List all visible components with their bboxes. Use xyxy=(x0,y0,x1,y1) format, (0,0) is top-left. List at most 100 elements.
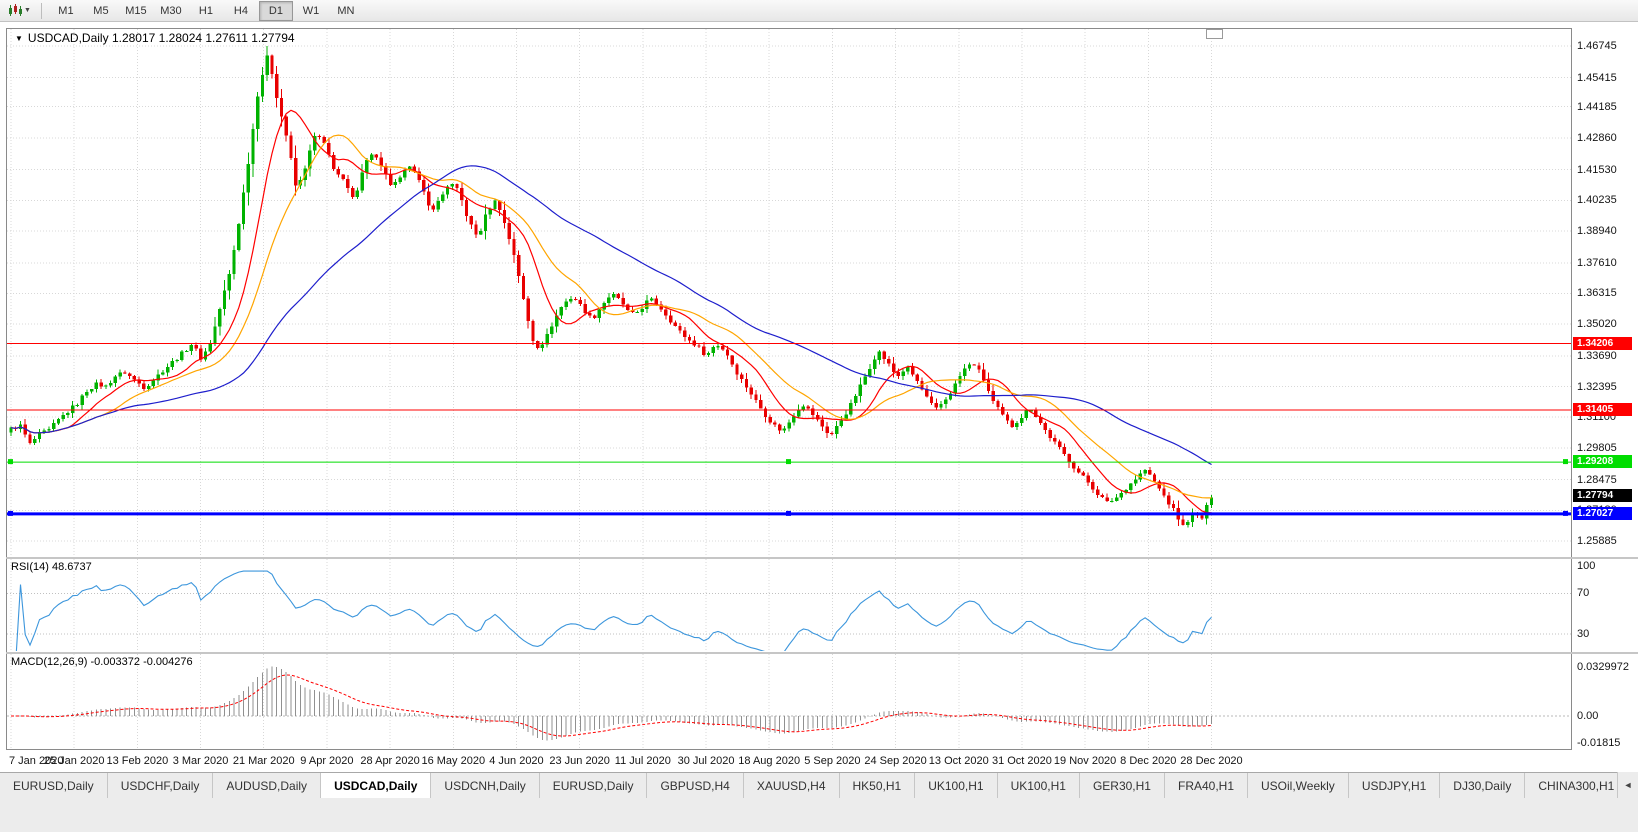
timeframe-button-group: M1 M5 M15 M30 H1 H4 D1 W1 MN xyxy=(49,0,363,21)
chart-tab[interactable]: UK100,H1 xyxy=(915,773,998,798)
price-axis-label: 1.32395 xyxy=(1577,380,1617,393)
horizontal-level-line[interactable] xyxy=(7,459,1571,465)
price-axis-label: 1.33690 xyxy=(1577,349,1617,362)
chart-tab[interactable]: USDCHF,Daily xyxy=(107,773,214,798)
chart-tab[interactable]: AUDUSD,Daily xyxy=(213,773,322,798)
chart-tab[interactable]: GER30,H1 xyxy=(1079,773,1165,798)
chart-tab[interactable]: XAUUSD,H4 xyxy=(743,773,840,798)
price-axis-label: 1.25885 xyxy=(1577,534,1617,547)
price-axis-label: 1.40235 xyxy=(1577,194,1617,207)
price-axis-label: 1.36315 xyxy=(1577,287,1617,300)
chart-symbol: USDCAD,Daily xyxy=(27,31,109,45)
chart-tab[interactable]: DJ30,Daily xyxy=(1440,773,1526,798)
date-axis-label: 28 Dec 2020 xyxy=(1180,755,1243,767)
macd-axis-label: 0.00 xyxy=(1577,710,1599,722)
price-axis-label: 1.41530 xyxy=(1577,163,1617,176)
price-axis-label: 1.37610 xyxy=(1577,256,1617,269)
price-axis-label: 1.35020 xyxy=(1577,318,1617,331)
current-price-tag: 1.27794 xyxy=(1573,488,1632,502)
timeframe-button-m5[interactable]: M5 xyxy=(93,4,109,17)
rsi-line xyxy=(15,570,1212,651)
chart-tab[interactable]: EURUSD,Daily xyxy=(539,773,648,798)
chart-tab[interactable]: USDJPY,H1 xyxy=(1348,773,1441,798)
date-axis-label: 8 Dec 2020 xyxy=(1120,755,1177,767)
pane-splitter[interactable] xyxy=(6,652,1638,654)
macd-indicator-pane[interactable] xyxy=(7,654,1571,750)
candlestick-chart-icon xyxy=(9,4,22,16)
toolbar-separator xyxy=(40,2,42,19)
price-axis-label: 1.29805 xyxy=(1577,441,1617,454)
grid-layer xyxy=(7,29,1571,557)
chart-ohlc-values: 1.28017 1.28024 1.27611 1.27794 xyxy=(111,31,295,45)
rsi-label: RSI(14) 48.6737 xyxy=(11,561,92,573)
date-axis-label: 30 Jul 2020 xyxy=(677,755,735,767)
price-axis-label: 1.45415 xyxy=(1577,71,1617,84)
date-axis-label: 21 Mar 2020 xyxy=(232,755,295,767)
chart-tabs-bar: EURUSD,Daily USDCHF,Daily AUDUSD,Daily USDC… xyxy=(0,772,1638,798)
date-axis-label: 13 Feb 2020 xyxy=(106,755,169,767)
chart-tab[interactable]: FRA40,H1 xyxy=(1164,773,1249,798)
chart-shift-marker xyxy=(1206,29,1223,39)
level-price-tag: 1.29208 xyxy=(1573,455,1632,469)
pane-splitter[interactable] xyxy=(6,557,1638,559)
date-axis-label: 18 Aug 2020 xyxy=(738,755,801,767)
tab-scroll-left-icon[interactable]: ◄ xyxy=(1617,772,1638,798)
date-axis-label: 5 Sep 2020 xyxy=(804,755,861,767)
date-axis-label: 25 Jan 2020 xyxy=(43,755,105,767)
chart-tab[interactable]: GBPUSD,H4 xyxy=(647,773,744,798)
chart-tab[interactable]: UK100,H1 xyxy=(997,773,1080,798)
level-price-tag: 1.31405 xyxy=(1573,402,1632,416)
chart-tab[interactable]: USOil,Weekly xyxy=(1248,773,1349,798)
price-axis-label: 1.38940 xyxy=(1577,225,1617,238)
bottom-strip xyxy=(0,798,1638,832)
date-axis-label: 3 Mar 2020 xyxy=(172,755,229,767)
chevron-down-icon: ▼ xyxy=(24,7,31,14)
horizontal-level-line[interactable] xyxy=(7,510,1571,516)
date-axis-label: 9 Apr 2020 xyxy=(300,755,354,767)
chart-tab[interactable]: USDCAD,Daily xyxy=(321,773,432,798)
price-axis-label: 1.42860 xyxy=(1577,132,1617,145)
price-chart[interactable] xyxy=(7,29,1571,557)
date-axis-label: 16 May 2020 xyxy=(421,755,486,767)
price-axis-label: 1.28475 xyxy=(1577,473,1617,486)
level-price-tag: 1.34206 xyxy=(1573,336,1632,350)
timeframe-button-m1[interactable]: M1 xyxy=(58,4,74,17)
rsi-axis-label: 30 xyxy=(1577,627,1590,640)
date-axis-label: 28 Apr 2020 xyxy=(360,755,420,767)
date-axis-label: 19 Nov 2020 xyxy=(1053,755,1117,767)
toolbar: ▼ M1 M5 M15 M30 H1 H4 D1 W1 MN xyxy=(0,0,1638,22)
price-axis: 1.46745 1.45415 1.44185 1.42860 1.41530 1.402… xyxy=(1572,0,1638,832)
timeframe-button-m30[interactable]: M30 xyxy=(160,4,182,17)
timeframe-button-d1[interactable]: D1 xyxy=(258,0,293,21)
chart-tab[interactable]: EURUSD,Daily xyxy=(0,773,108,798)
ma-line-10 xyxy=(10,109,1212,514)
timeframe-button-m15[interactable]: M15 xyxy=(125,4,147,17)
date-axis-label: 24 Sep 2020 xyxy=(864,755,927,767)
timeframe-button-h4[interactable]: H4 xyxy=(233,4,248,17)
rsi-grid xyxy=(7,559,1571,651)
chart-tab[interactable]: CHINA300,H1 xyxy=(1525,773,1629,798)
level-price-tag: 1.27027 xyxy=(1573,506,1632,520)
candles-layer xyxy=(9,45,1214,528)
macd-grid xyxy=(7,654,1571,750)
date-axis-label: 7 Jan 2020 xyxy=(9,755,64,767)
chart-frame xyxy=(6,28,1572,750)
chart-type-button[interactable]: ▼ xyxy=(5,2,34,20)
macd-axis-label: -0.01815 xyxy=(1577,737,1621,750)
ma-line-20 xyxy=(10,134,1212,499)
macd-histogram xyxy=(15,666,1212,741)
timeframe-button-h1[interactable]: H1 xyxy=(198,4,213,17)
timeframe-button-mn[interactable]: MN xyxy=(337,4,355,17)
rsi-axis-label: 70 xyxy=(1577,587,1590,600)
ma-line-50 xyxy=(10,165,1212,466)
macd-label: MACD(12,26,9) -0.003372 -0.004276 xyxy=(11,656,193,668)
macd-axis-label: 0.0329972 xyxy=(1577,660,1629,673)
timeframe-button-w1[interactable]: W1 xyxy=(302,4,320,17)
chart-tab[interactable]: USDCNH,Daily xyxy=(431,773,540,798)
chart-tab[interactable]: HK50,H1 xyxy=(839,773,916,798)
date-axis-label: 23 Jun 2020 xyxy=(549,755,610,767)
time-axis: 7 Jan 2020 25 Jan 2020 13 Feb 2020 3 Mar 20… xyxy=(6,751,1572,771)
date-axis-label: 4 Jun 2020 xyxy=(489,755,544,767)
rsi-indicator-pane[interactable] xyxy=(7,559,1571,651)
